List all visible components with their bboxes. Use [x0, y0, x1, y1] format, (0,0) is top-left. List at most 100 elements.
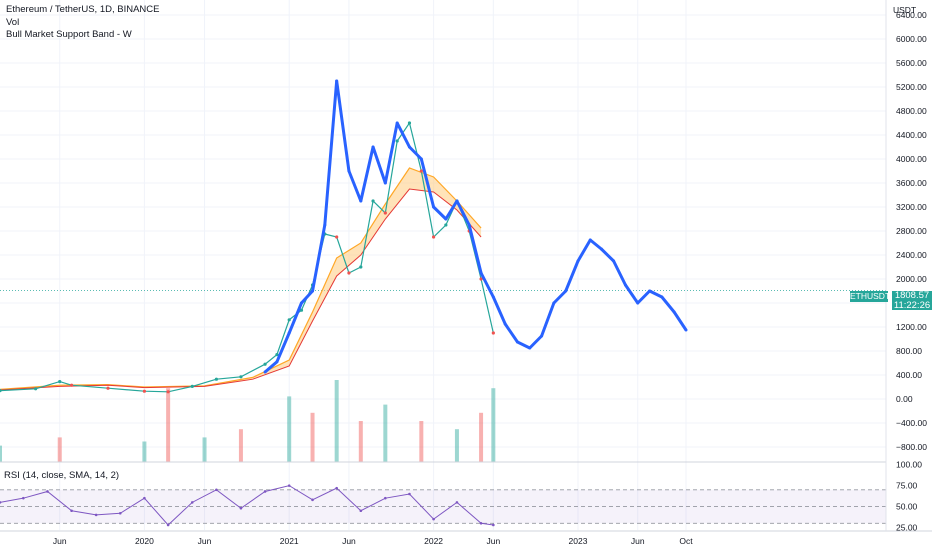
- drawing-point: [287, 331, 291, 335]
- price-point: [299, 308, 304, 312]
- drawing-series: [263, 79, 688, 374]
- price-point: [263, 362, 267, 366]
- drawing-point: [383, 181, 387, 185]
- drawing-point: [623, 283, 627, 287]
- drawing-point: [299, 301, 303, 305]
- rsi-point: [70, 509, 73, 513]
- drawing-point: [263, 370, 267, 374]
- price-point: [359, 265, 363, 269]
- drawing-point: [479, 271, 483, 275]
- price-point: [214, 377, 219, 381]
- grid-lines: [0, 0, 886, 530]
- price-point: [190, 384, 194, 388]
- price-tick-label: 400.00: [896, 370, 922, 380]
- rsi-point: [287, 484, 291, 487]
- volume-bar: [419, 421, 424, 462]
- drawing-point: [552, 301, 556, 305]
- drawing-point: [359, 199, 363, 203]
- drawing-point: [612, 259, 616, 263]
- band-sma-line: [0, 188, 482, 391]
- chart-legend: Ethereum / TetherUS, 1D, BINANCE Vol Bul…: [6, 4, 159, 42]
- time-tick-label: Oct: [679, 536, 693, 546]
- volume-bars: [0, 380, 496, 462]
- volume-bar: [334, 380, 339, 462]
- drawing-point: [407, 145, 411, 149]
- time-axis[interactable]: Jun 2020 Jun 2021 Jun 2022 Jun 2023 Jun Oct: [53, 536, 693, 546]
- rsi-point: [239, 506, 243, 510]
- drawing-point: [576, 259, 580, 263]
- price-tick-label: 3600.00: [896, 178, 927, 188]
- drawing-point: [515, 340, 519, 344]
- drawing-point: [648, 289, 652, 293]
- volume-bar: [202, 437, 207, 462]
- time-tick-label: Jun: [631, 536, 645, 546]
- drawing-point: [347, 169, 351, 173]
- time-tick-label: 2023: [569, 536, 588, 546]
- price-point: [383, 211, 387, 215]
- time-tick-label: 2020: [135, 536, 154, 546]
- drawing-point: [491, 295, 495, 299]
- drawing-point: [467, 223, 471, 227]
- price-tick-label: 4800.00: [896, 106, 927, 116]
- rsi-tick-label: 100.00: [896, 460, 922, 470]
- volume-bar: [310, 412, 315, 462]
- rsi-point: [118, 511, 122, 515]
- drawing-point: [323, 223, 327, 227]
- price-point: [58, 380, 62, 384]
- rsi-tick-label: 50.00: [896, 502, 918, 512]
- rsi-point: [94, 513, 98, 517]
- rsi-point: [335, 486, 338, 490]
- drawing-point: [432, 205, 436, 209]
- band-indicator-label[interactable]: Bull Market Support Band - W: [6, 29, 132, 40]
- price-tick-label: 2000.00: [896, 274, 927, 284]
- rsi-pane: 25.00 50.00 75.00 100.00: [0, 460, 922, 532]
- drawing-point: [311, 289, 315, 293]
- drawing-point: [684, 328, 688, 332]
- rsi-indicator-label[interactable]: RSI (14, close, SMA, 14, 2): [4, 470, 120, 481]
- rsi-point: [408, 492, 411, 496]
- bar-countdown: 11:22:26: [893, 300, 931, 311]
- rsi-point: [22, 496, 25, 500]
- drawing-point: [275, 360, 279, 364]
- rsi-point: [143, 496, 146, 500]
- time-tick-label: 2021: [280, 536, 299, 546]
- price-axis-unit: USDT: [893, 5, 917, 15]
- drawing-point: [371, 145, 375, 149]
- price-tick-label: 2400.00: [896, 250, 927, 260]
- time-tick-label: 2022: [424, 536, 443, 546]
- price-tick-label: 4000.00: [896, 154, 927, 164]
- price-tick-label: 5600.00: [896, 58, 927, 68]
- volume-bar: [166, 388, 171, 462]
- band-fill: [0, 168, 482, 390]
- volume-bar: [0, 445, 2, 462]
- rsi-point: [492, 523, 495, 527]
- rsi-point: [384, 496, 387, 500]
- price-axis[interactable]: −800.00−400.000.00400.00800.001200.00160…: [896, 10, 927, 452]
- price-tick-label: 0.00: [896, 394, 913, 404]
- drawing-point: [660, 295, 664, 299]
- drawing-point: [335, 79, 339, 83]
- volume-bar: [57, 437, 62, 462]
- drawing-line: [264, 79, 688, 374]
- price-tick-label: 800.00: [896, 346, 922, 356]
- time-tick-label: Jun: [342, 536, 356, 546]
- symbol-title[interactable]: Ethereum / TetherUS, 1D, BINANCE: [6, 4, 160, 15]
- drawing-point: [599, 247, 603, 251]
- rsi-point: [359, 509, 363, 513]
- last-price-tag: 1808.57 11:22:26: [892, 290, 932, 311]
- volume-indicator-label[interactable]: Vol: [6, 16, 20, 28]
- volume-bar: [358, 421, 363, 462]
- drawing-point: [588, 238, 592, 242]
- rsi-point: [479, 522, 483, 525]
- price-tick-label: 6000.00: [896, 34, 927, 44]
- time-tick-label: Jun: [198, 536, 212, 546]
- price-point: [239, 375, 243, 379]
- last-price-value: 1808.57: [894, 290, 930, 301]
- price-point: [371, 199, 375, 203]
- price-tick-label: 2800.00: [896, 226, 927, 236]
- time-tick-label: Jun: [53, 536, 67, 546]
- volume-bar: [479, 412, 484, 462]
- rsi-point: [190, 501, 194, 504]
- price-point: [479, 277, 483, 281]
